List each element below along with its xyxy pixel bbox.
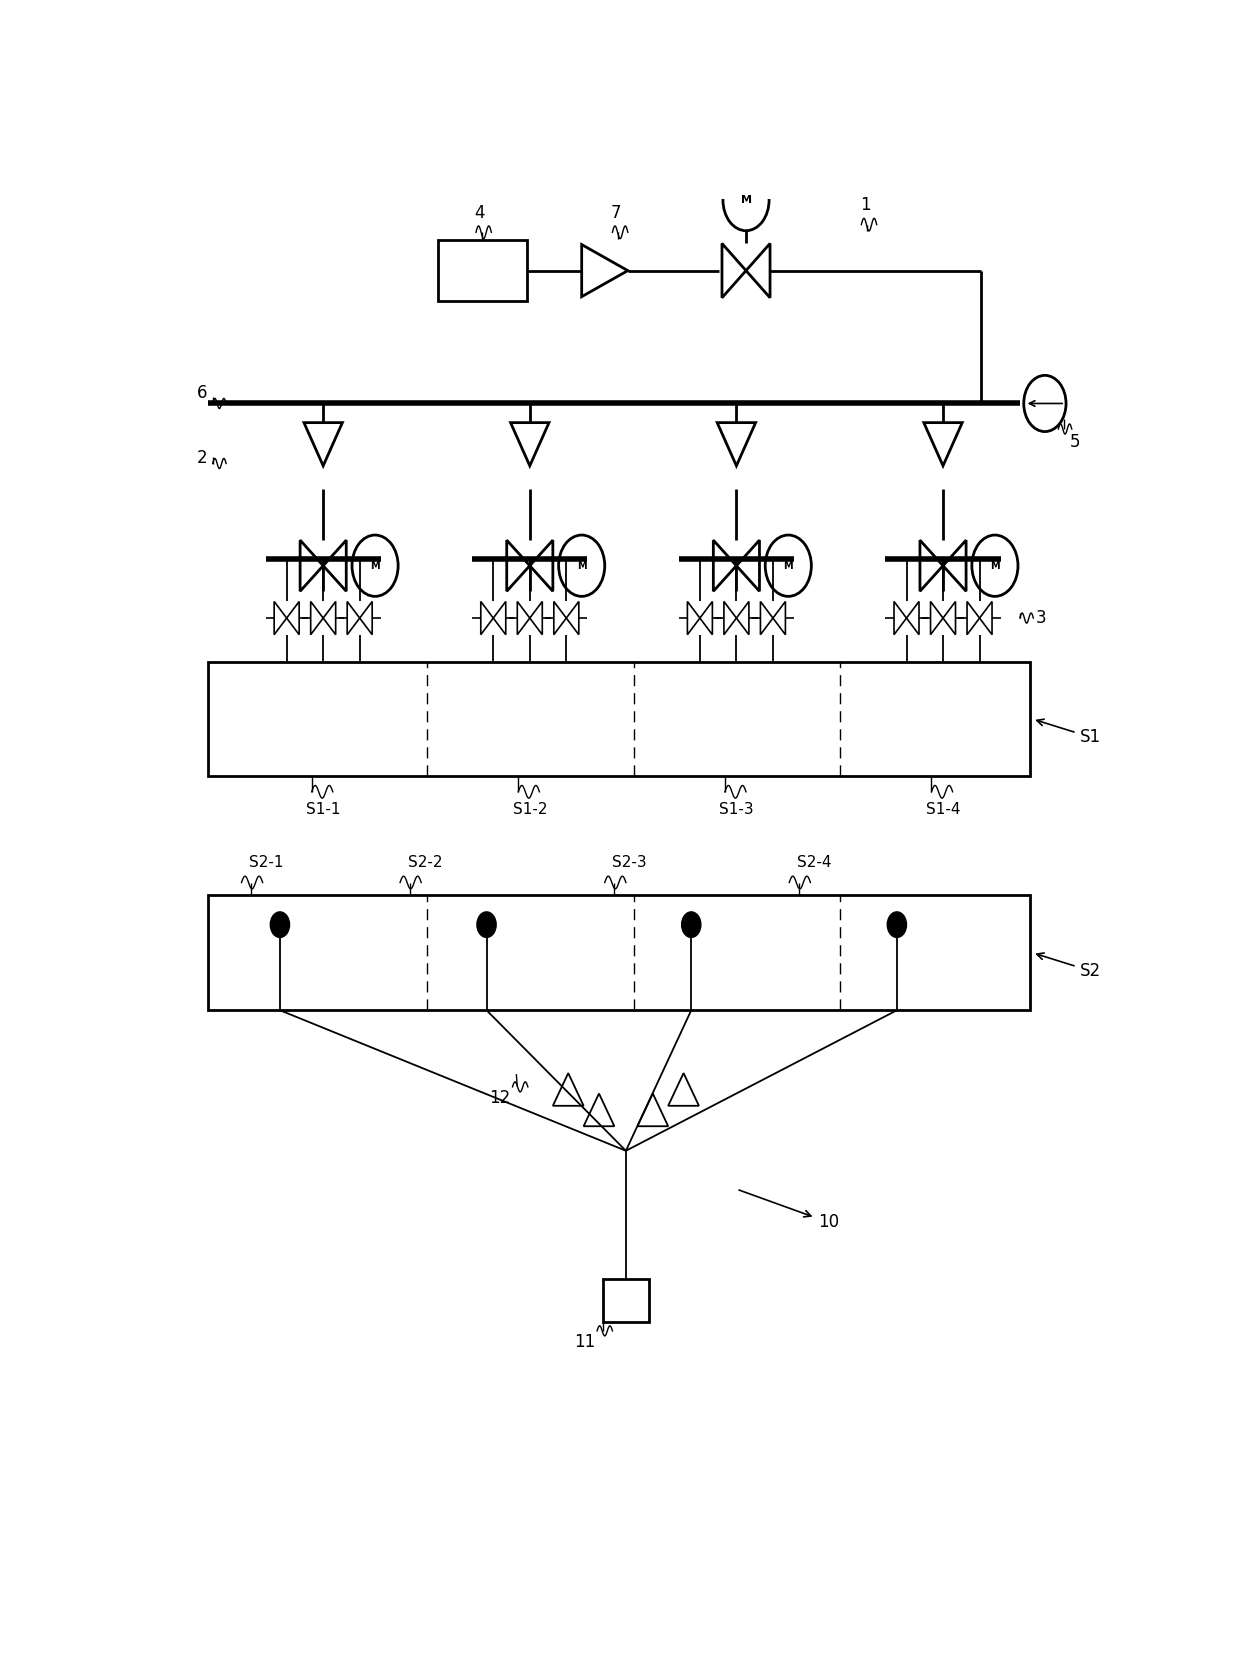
Circle shape	[682, 912, 701, 937]
Text: 4: 4	[475, 204, 485, 222]
Text: M: M	[371, 561, 379, 571]
Text: S2-4: S2-4	[797, 854, 832, 869]
Text: M: M	[990, 561, 999, 571]
Circle shape	[477, 912, 496, 937]
Text: 1: 1	[859, 196, 870, 214]
Bar	[208, 662, 1029, 776]
Text: 5: 5	[1070, 433, 1080, 451]
Bar	[439, 241, 527, 302]
Text: M: M	[740, 196, 751, 206]
Text: 11: 11	[574, 1334, 595, 1352]
Text: S1-4: S1-4	[926, 801, 960, 816]
Text: 2: 2	[196, 450, 207, 468]
Text: 3: 3	[1035, 609, 1045, 627]
Text: 7: 7	[611, 204, 621, 222]
Text: S1-2: S1-2	[512, 801, 547, 816]
Text: 6: 6	[196, 385, 207, 401]
Text: S2-3: S2-3	[613, 854, 647, 869]
Text: S2: S2	[1037, 952, 1101, 980]
Bar	[603, 1279, 649, 1322]
Text: S2-1: S2-1	[249, 854, 284, 869]
Text: 10: 10	[739, 1190, 839, 1231]
Text: M: M	[577, 561, 587, 571]
Circle shape	[888, 912, 906, 937]
Text: S1-1: S1-1	[306, 801, 341, 816]
Text: S2-2: S2-2	[408, 854, 443, 869]
Text: M: M	[784, 561, 794, 571]
Text: S1: S1	[1037, 720, 1101, 747]
Text: 12: 12	[490, 1090, 511, 1108]
Text: S1-3: S1-3	[719, 801, 754, 816]
Bar	[208, 896, 1029, 1010]
Circle shape	[270, 912, 290, 937]
